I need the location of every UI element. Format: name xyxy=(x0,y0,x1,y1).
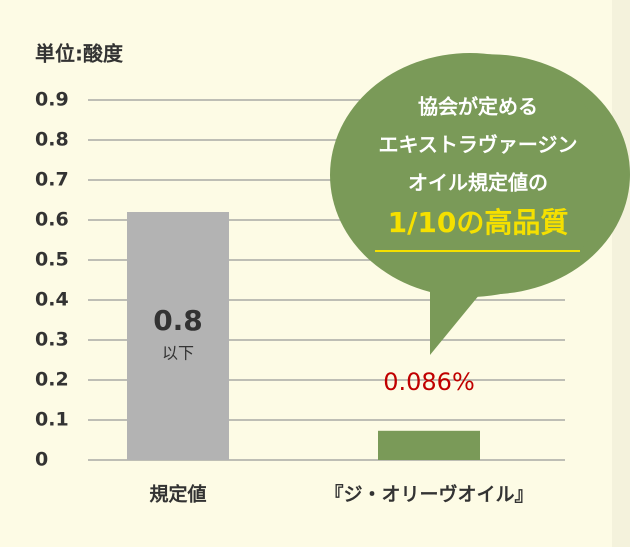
callout-text: エキストラヴァージン xyxy=(379,133,578,157)
bar xyxy=(378,430,480,460)
y-tick-label: 0.8 xyxy=(35,129,69,151)
plot: 0 0.1 0.2 0.3 0.4 0.5 0.6 0.7 0.8 0.9 規定値 『ジ・オリーヴオイ… xyxy=(35,89,565,506)
y-tick-label: 0.4 xyxy=(35,289,69,311)
y-tick-label: 0.5 xyxy=(35,249,69,271)
y-tick-label: 0.1 xyxy=(35,409,69,431)
y-tick-label: 0 xyxy=(35,449,48,471)
bar-annotation: 0.8 xyxy=(153,304,203,337)
callout-highlight: 1/10の高品質 xyxy=(388,206,569,239)
y-tick-label: 0.3 xyxy=(35,329,69,351)
y-tick-label: 0.2 xyxy=(35,369,69,391)
edge xyxy=(612,0,630,547)
bar-annotation: 0.086% xyxy=(383,368,475,396)
y-tick-label: 0.6 xyxy=(35,209,69,231)
x-tick-label: 規定値 xyxy=(149,483,206,506)
callout-bubble xyxy=(330,53,610,297)
axis-title: 単位:酸度 xyxy=(35,42,124,66)
y-tick-label: 0.7 xyxy=(35,169,69,191)
bar xyxy=(127,212,229,460)
x-tick-label: 『ジ・オリーヴオイル』 xyxy=(324,483,533,506)
y-tick-label: 0.9 xyxy=(35,89,69,111)
bar-annotation: 以下 xyxy=(162,344,194,363)
callout-text: オイル規定値の xyxy=(408,171,548,195)
callout-text: 協会が定める xyxy=(418,95,538,119)
